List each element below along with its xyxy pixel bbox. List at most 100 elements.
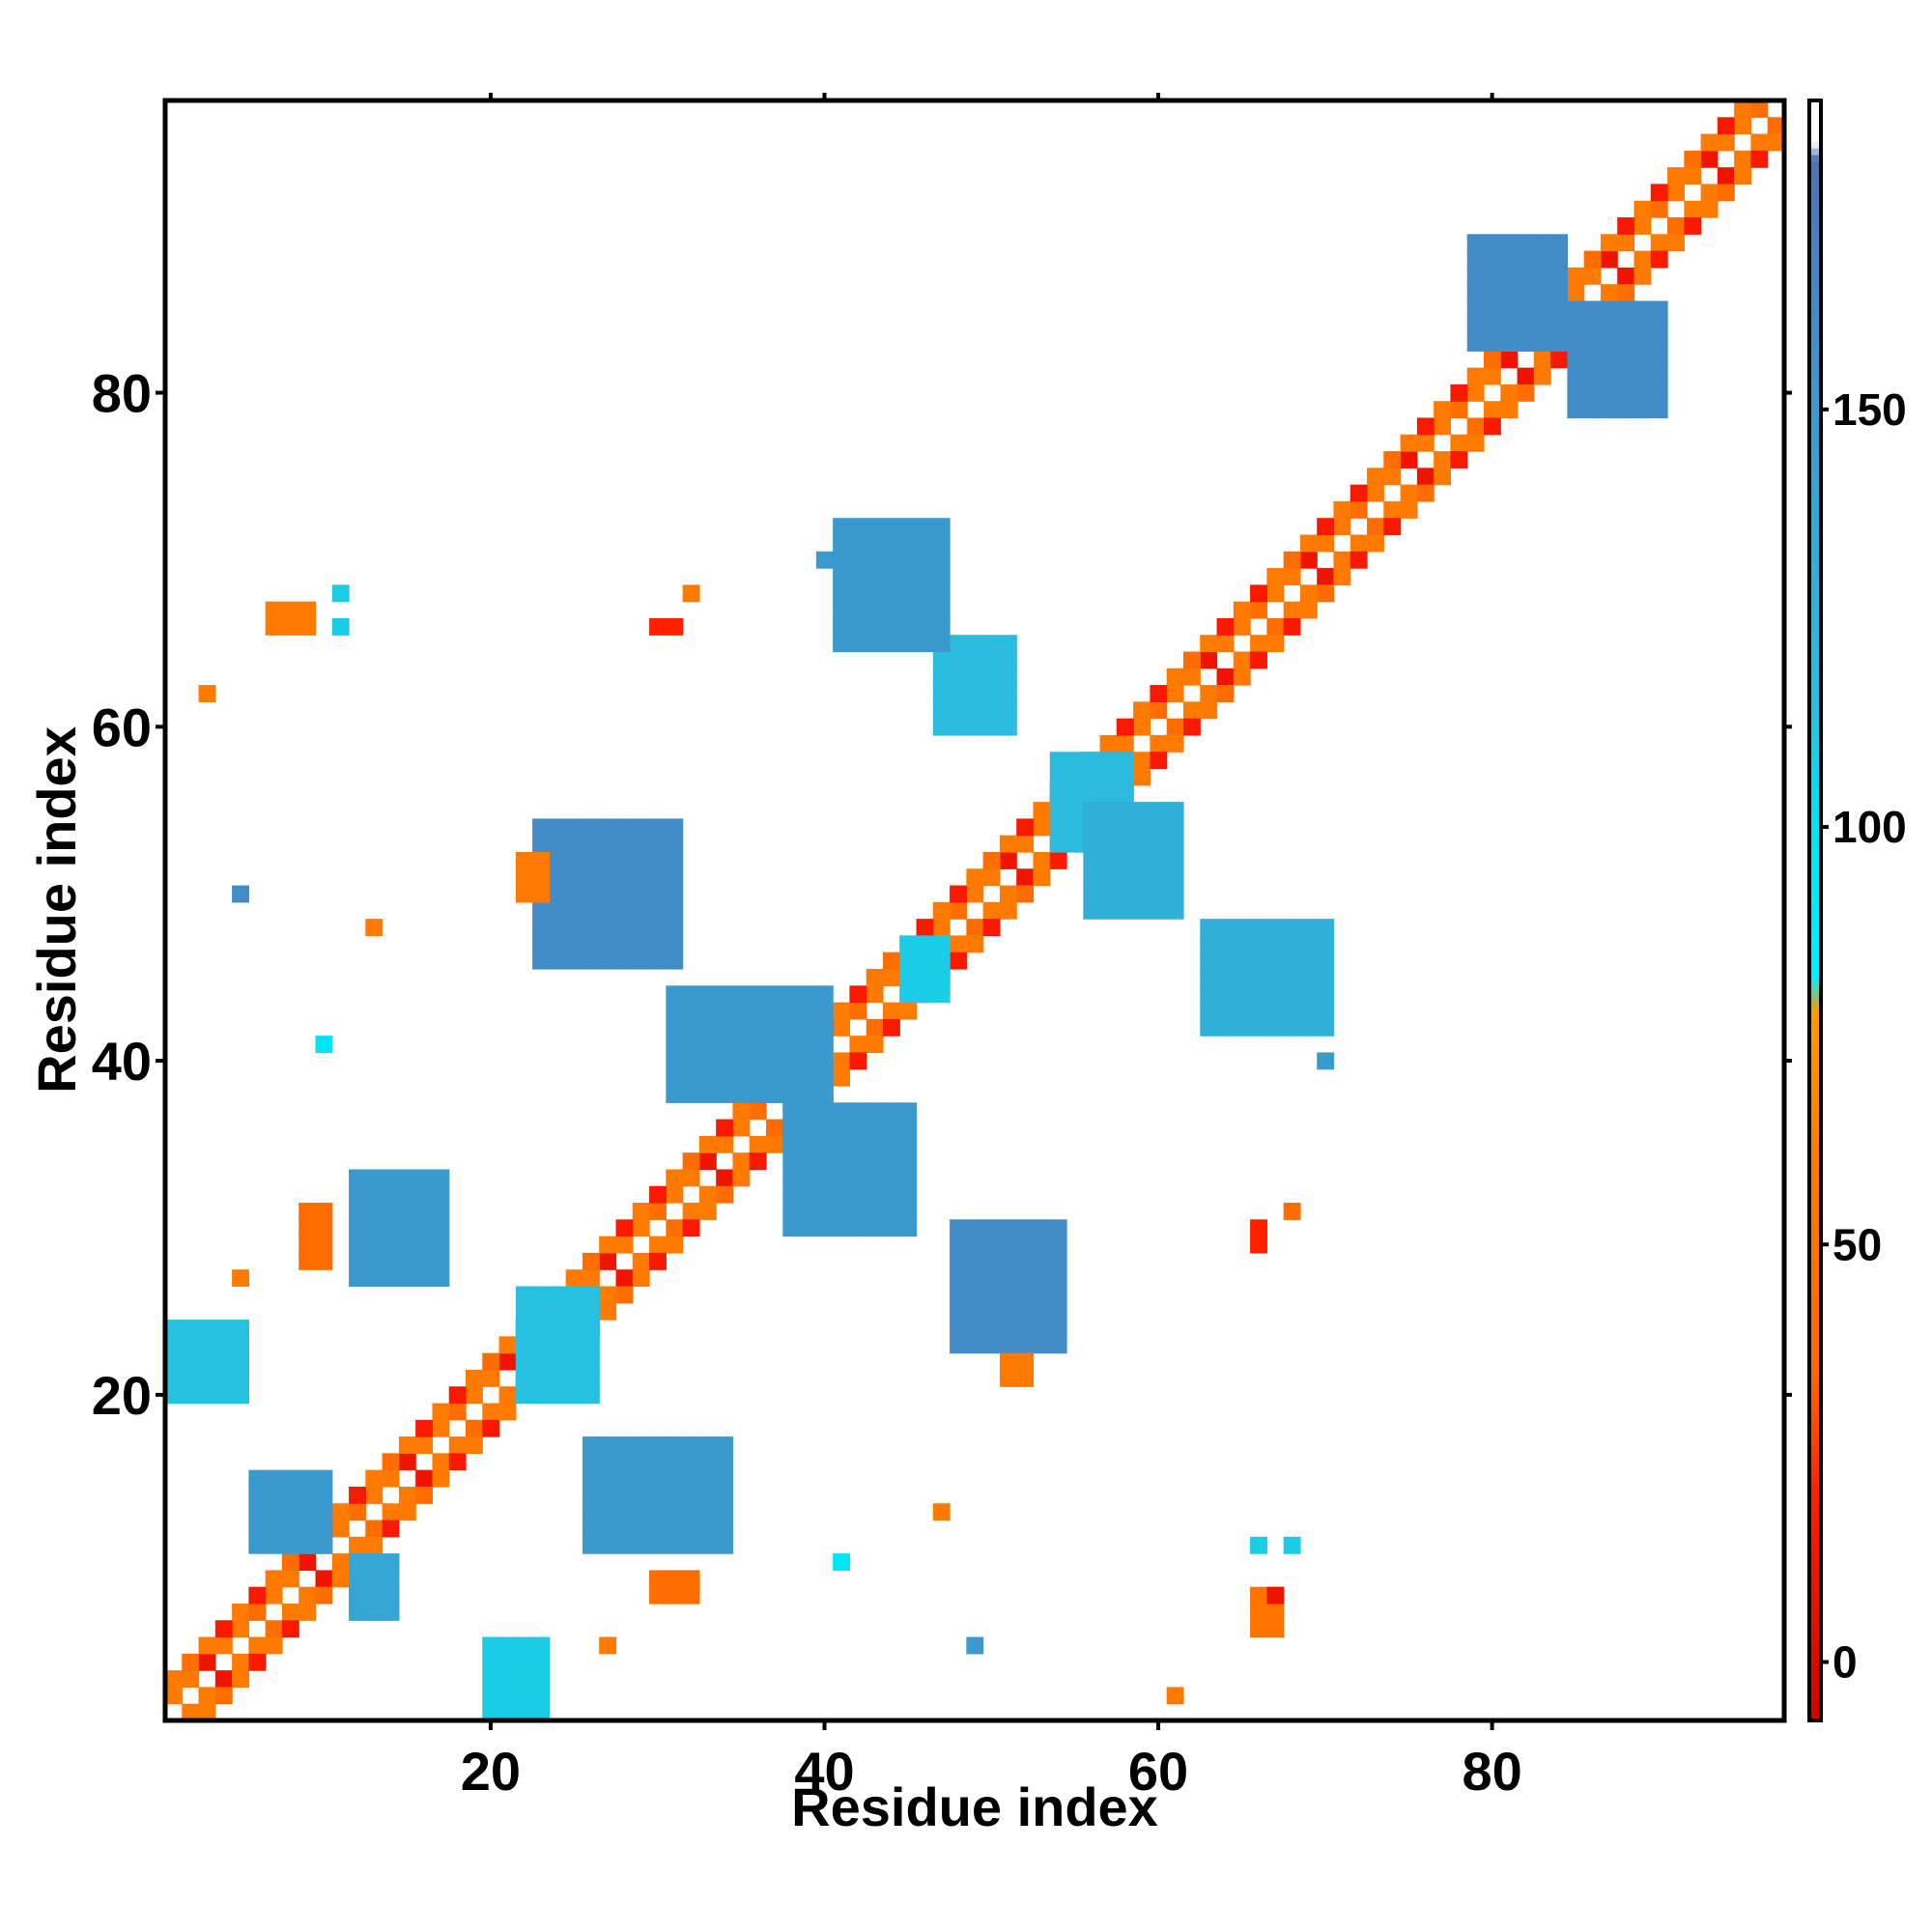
heatmap-cell (849, 551, 867, 569)
colorbar-segment (1809, 1646, 1821, 1654)
colorbar-segment (1809, 1409, 1821, 1418)
heatmap-cell (198, 685, 216, 702)
heatmap-cell (1116, 851, 1134, 869)
colorbar-segment (1809, 336, 1821, 345)
heatmap-cell (599, 868, 617, 887)
colorbar-segment (1809, 1147, 1821, 1154)
heatmap-cell (1233, 668, 1251, 686)
heatmap-cell (382, 1453, 400, 1471)
heatmap-cell (349, 1486, 366, 1504)
heatmap-cell (1567, 300, 1585, 319)
heatmap-cell (799, 1102, 817, 1121)
colorbar-segment (1809, 1247, 1821, 1256)
heatmap-cell (1150, 835, 1168, 853)
heatmap-cell (1500, 250, 1519, 269)
colorbar-segment (1809, 384, 1821, 392)
heatmap-cell (632, 1520, 650, 1538)
colorbar-segment (1809, 127, 1821, 135)
heatmap-cell (682, 1436, 700, 1454)
colorbar-segment (1809, 842, 1821, 851)
heatmap-cell (1533, 367, 1551, 385)
heatmap-cell (549, 1336, 567, 1354)
heatmap-cell (1434, 468, 1452, 486)
colorbar-segment (1809, 282, 1821, 291)
heatmap-cell (1166, 668, 1184, 686)
colorbar-segment (1809, 1018, 1821, 1027)
heatmap-cell (1416, 484, 1435, 502)
heatmap-cell (1500, 234, 1519, 252)
heatmap-cell (1233, 985, 1251, 1004)
heatmap-cell (1116, 868, 1134, 887)
heatmap-cell (1133, 901, 1151, 920)
heatmap-cell (815, 1086, 834, 1103)
heatmap-cell (565, 1320, 583, 1337)
heatmap-cell (599, 1536, 617, 1554)
heatmap-cell (698, 985, 717, 1004)
heatmap-cell (1250, 1536, 1267, 1554)
heatmap-cell (882, 617, 900, 636)
heatmap-cell (482, 1653, 500, 1671)
heatmap-cell (1066, 802, 1084, 820)
heatmap-cell (1466, 300, 1485, 319)
heatmap-cell (615, 1536, 634, 1554)
heatmap-cell (882, 952, 900, 970)
heatmap-cell (849, 1152, 867, 1171)
heatmap-cell (632, 1536, 650, 1554)
heatmap-cell (1517, 367, 1535, 385)
heatmap-cell (1634, 367, 1652, 385)
heatmap-cell (1266, 1603, 1285, 1621)
heatmap-cell (599, 835, 617, 853)
heatmap-cell (899, 617, 918, 636)
heatmap-cell (331, 1503, 350, 1521)
heatmap-cell (1317, 985, 1335, 1004)
heatmap-cell (1600, 334, 1618, 352)
heatmap-cell (365, 1469, 384, 1488)
heatmap-cell (866, 635, 884, 653)
heatmap-cell (281, 1603, 299, 1621)
colorbar-segment (1809, 944, 1821, 952)
heatmap-cell (916, 935, 934, 953)
heatmap-cell (682, 1469, 700, 1488)
heatmap-cell (1533, 334, 1551, 352)
heatmap-cell (666, 851, 684, 869)
heatmap-cell (1533, 300, 1551, 319)
colorbar-segment (1809, 519, 1821, 527)
colorbar: 0 50 100 150 (1807, 99, 1907, 1722)
heatmap-cell (1216, 919, 1235, 937)
heatmap-cell (833, 617, 851, 636)
heatmap-cell (1016, 885, 1035, 903)
colorbar-segment (1809, 532, 1821, 540)
heatmap-cell (666, 1503, 684, 1521)
heatmap-cell (1434, 401, 1452, 419)
heatmap-cell (1400, 451, 1418, 469)
colorbar-segment (1809, 1680, 1821, 1688)
heatmap-cell (448, 1386, 467, 1405)
heatmap-cell (532, 885, 550, 903)
colorbar-segment (1809, 1396, 1821, 1405)
heatmap-cell (498, 1636, 517, 1655)
colorbar-segment (1809, 836, 1821, 844)
heatmap-cell (214, 1369, 233, 1387)
heatmap-cell (1016, 1336, 1035, 1354)
heatmap-cell (398, 1269, 416, 1288)
heatmap-cell (732, 1036, 751, 1054)
colorbar-segment (1809, 323, 1821, 331)
heatmap-cell (849, 985, 867, 1004)
heatmap-cell (882, 635, 900, 653)
heatmap-cell (799, 1169, 817, 1187)
heatmap-cell (849, 534, 867, 553)
colorbar-segment (1809, 1558, 1821, 1567)
colorbar-segment (1809, 1342, 1821, 1350)
heatmap-cell (599, 818, 617, 837)
colorbar-segment (1809, 1653, 1821, 1661)
heatmap-cell (1250, 1620, 1267, 1638)
heatmap-cell (549, 851, 567, 869)
heatmap-cell (1583, 267, 1602, 285)
heatmap-cell (1650, 317, 1668, 335)
heatmap-cell (1299, 952, 1318, 970)
colorbar-segment (1809, 1355, 1821, 1364)
heatmap-cell (1250, 1219, 1267, 1237)
heatmap-cell (198, 1703, 216, 1721)
heatmap-cell (649, 1252, 667, 1270)
colorbar-segment (1809, 411, 1821, 419)
